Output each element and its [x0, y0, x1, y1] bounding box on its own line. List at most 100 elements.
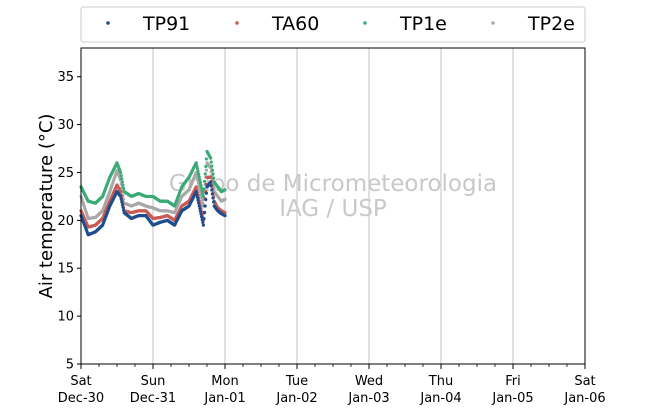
x-tick-date-6: Jan-05 [491, 391, 533, 406]
y-tick-label-3: 20 [57, 214, 74, 229]
point-TP91 [198, 206, 202, 210]
point-TP91 [202, 217, 206, 221]
point-TP91 [195, 192, 199, 197]
point-TP91 [200, 215, 204, 219]
point-TA60 [209, 175, 213, 179]
point-TP1e [195, 164, 199, 168]
y-tick-label-1: 10 [57, 310, 74, 325]
point-TP91 [198, 209, 202, 213]
point-TP91 [204, 198, 208, 202]
point-TP1e [198, 178, 202, 182]
x-tick-dow-5: Thu [428, 374, 453, 389]
legend-label-TP2e: TP2e [527, 13, 575, 35]
point-TP91 [211, 196, 215, 200]
point-TP1e [204, 157, 208, 161]
x-tick-dow-6: Fri [505, 374, 521, 389]
y-tick-label-5: 30 [57, 118, 74, 133]
point-TP91 [212, 200, 216, 204]
point-TP1e [203, 179, 207, 184]
point-TP91 [119, 194, 123, 199]
x-tick-date-0: Dec-30 [58, 391, 104, 406]
point-TP91 [209, 184, 213, 188]
point-TP1e [195, 166, 199, 171]
legend-label-TP1e: TP1e [399, 13, 447, 35]
point-TP91 [196, 198, 200, 202]
point-TP91 [119, 197, 123, 201]
point-TP91 [197, 204, 201, 208]
point-TP1e [204, 164, 208, 169]
x-tick-date-2: Jan-01 [203, 391, 245, 406]
y-tick-label-4: 25 [57, 166, 74, 181]
point-TP91 [122, 208, 126, 212]
point-TP1e [203, 172, 207, 176]
watermark-line-2: IAG / USP [279, 196, 387, 222]
legend-item-TP91: TP91 [106, 13, 190, 35]
point-TA60 [194, 185, 198, 189]
y-tick-label-0: 5 [66, 358, 74, 373]
point-TP1e [199, 183, 203, 187]
legend-marker-TP91 [106, 21, 110, 25]
point-TP1e [212, 176, 216, 180]
point-TP91 [223, 213, 227, 218]
x-tick-dow-4: Wed [355, 374, 383, 389]
legend-box [80, 6, 586, 43]
point-TP1e [196, 169, 200, 173]
point-TP1e [197, 175, 201, 179]
point-TP91 [201, 223, 205, 227]
legend-marker-TP1e [363, 21, 367, 25]
point-TP91 [199, 212, 203, 216]
point-TP1e [119, 170, 123, 175]
point-TP91 [197, 201, 201, 205]
point-TP91 [194, 190, 198, 194]
point-TP91 [120, 200, 124, 204]
point-TP91 [203, 210, 207, 214]
point-TP1e [121, 183, 125, 187]
y-tick-label-6: 35 [57, 70, 74, 85]
x-tick-dow-7: Sat [574, 374, 595, 389]
point-TP91 [195, 195, 199, 199]
point-TP1e [223, 188, 227, 192]
x-tick-date-4: Jan-03 [347, 391, 389, 406]
point-TP2e [204, 168, 208, 172]
legend-item-TA60: TA60 [235, 13, 319, 35]
plot-frame [80, 47, 586, 365]
point-TP91 [210, 188, 214, 192]
point-TP1e [120, 180, 124, 184]
point-TP1e [201, 192, 205, 196]
series-TP1e [79, 149, 227, 208]
x-tick-date-5: Jan-04 [419, 391, 461, 406]
point-TP1e [201, 194, 205, 199]
point-TP1e [194, 161, 198, 165]
point-TP91 [201, 220, 205, 224]
x-tick-dow-2: Mon [211, 374, 238, 389]
point-TP1e [198, 180, 202, 185]
x-tick-date-3: Jan-02 [275, 391, 317, 406]
legend: TP91 TA60 TP1e TP2e [80, 6, 586, 43]
legend-label-TA60: TA60 [271, 13, 319, 35]
series-TP91 [79, 180, 227, 237]
x-tick-dow-0: Sat [70, 374, 91, 389]
point-TP1e [197, 172, 201, 176]
point-TP1e [210, 164, 214, 168]
legend-marker-TA60 [235, 21, 239, 25]
point-TP91 [204, 191, 208, 195]
point-TP91 [120, 202, 124, 207]
watermark-line-1: Grupo de Micrometeorologia [169, 171, 497, 197]
point-TP1e [209, 156, 213, 160]
point-TP91 [209, 180, 213, 184]
point-TP1e [200, 186, 204, 190]
point-TP1e [202, 187, 206, 191]
x-tick-date-7: Jan-06 [563, 391, 605, 406]
x-tick-dow-3: Tue [285, 374, 308, 389]
point-TP91 [121, 205, 125, 209]
y-axis-label: Air temperature (°C) [36, 114, 57, 299]
point-TP1e [210, 168, 214, 172]
legend-marker-TP2e [491, 21, 495, 25]
point-TP1e [120, 177, 124, 181]
watermark: Grupo de Micrometeorologia IAG / USP [169, 171, 497, 222]
point-TP1e [122, 186, 126, 191]
x-axis: Sat Dec-30 Sun Dec-31 Mon Jan-01 Tue Jan-02 Wed J… [58, 364, 606, 406]
x-tick-date-1: Dec-31 [130, 391, 176, 406]
x-tick-dow-1: Sun [141, 374, 166, 389]
